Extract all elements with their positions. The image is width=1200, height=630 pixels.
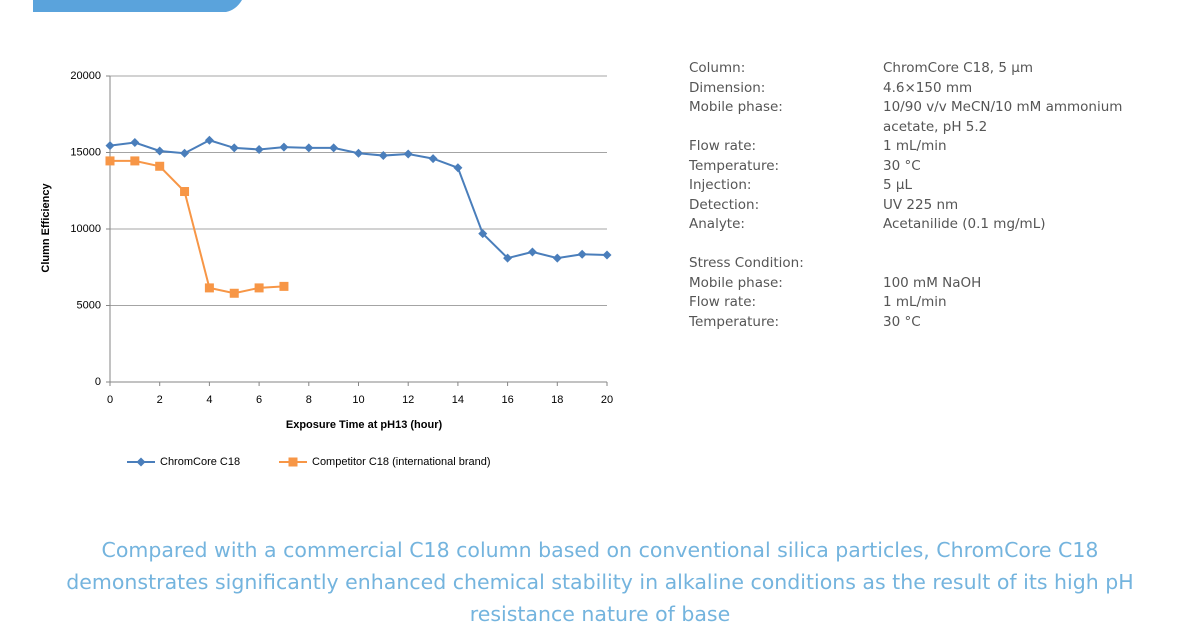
condition-label: Mobile phase: (689, 99, 783, 115)
series-line (109, 139, 608, 260)
stress-table: Mobile phase: 100 mM NaOH Flow rate: 1 mL/m… (689, 274, 1145, 333)
x-tick-label: 2 (157, 394, 163, 406)
condition-value: Acetanilide (0.1 mg/mL) (883, 216, 1046, 232)
conditions: Column: ChromCore C18, 5 µm Dimension: 4.6×… (689, 59, 1145, 332)
condition-label: Mobile phase: (689, 274, 783, 291)
marker (229, 288, 239, 298)
condition-label: Temperature: (689, 157, 780, 174)
y-tick-label: 5000 (77, 299, 101, 311)
y-tick-label: 10000 (70, 223, 101, 235)
page: {"chart_data": {"type": "line", "y_label… (33, 0, 1145, 626)
conditions-table: Column: ChromCore C18, 5 µm Dimension: 4.6×… (689, 59, 1145, 235)
marker (577, 249, 587, 259)
marker (180, 148, 190, 158)
condition-value: ChromCore C18, 5 µm (883, 60, 1033, 76)
y-tick-label: 15000 (70, 146, 101, 158)
marker (279, 142, 289, 152)
marker (105, 141, 115, 151)
marker (378, 151, 388, 161)
condition-value: 30 °C (883, 313, 921, 330)
marker (602, 250, 612, 260)
stress-title: Stress Condition: (689, 255, 804, 271)
condition-value: 30 °C (883, 157, 921, 174)
condition-value: 4.6×150 mm (883, 79, 973, 96)
condition-label: Flow rate: (689, 138, 757, 154)
marker (403, 149, 413, 159)
legend-marker (136, 457, 146, 467)
x-tick-label: 20 (601, 394, 613, 406)
x-axis-title: Exposure Time at pH13 (hour) (286, 419, 443, 431)
caption-box: Compared with a commercial C18 column ba… (0, 534, 1200, 630)
marker (130, 156, 140, 166)
x-tick-label: 12 (402, 394, 414, 406)
condition-value: UV 225 nm (883, 196, 959, 213)
marker (478, 229, 488, 239)
series-line (110, 159, 285, 295)
marker (155, 161, 165, 171)
x-tick-label: 18 (551, 394, 563, 406)
marker (105, 156, 115, 166)
section-tab (33, 0, 242, 12)
x-tick-label: 4 (206, 394, 212, 406)
marker (304, 143, 314, 153)
stress-block: Stress Condition: Mobile phase: 100 mM Na… (689, 254, 1145, 332)
caption: Compared with a commercial C18 column ba… (66, 538, 1134, 626)
marker (229, 143, 239, 153)
condition-value: 1 mL/min (883, 294, 947, 310)
condition-label: Injection: (689, 177, 752, 193)
marker (453, 163, 463, 173)
marker (428, 154, 438, 164)
marker (354, 148, 363, 158)
condition-value: 10/90 v/v MeCN/10 mM ammonium acetate, p… (883, 99, 1123, 135)
legend-marker (288, 457, 298, 467)
legend-label: Competitor C18 (international brand) (312, 456, 491, 468)
x-tick-label: 6 (256, 394, 262, 406)
condition-label: Column: (689, 60, 746, 76)
x-tick-label: 16 (501, 394, 513, 406)
condition-label: Flow rate: (689, 294, 757, 310)
condition-label: Detection: (689, 196, 760, 213)
y-axis-title: Clumn Efficiency (40, 183, 52, 273)
condition-label: Dimension: (689, 79, 766, 96)
marker (180, 187, 190, 197)
marker (204, 283, 214, 293)
marker (329, 143, 339, 153)
x-tick-label: 0 (107, 394, 113, 406)
marker (130, 138, 140, 148)
condition-label: Temperature: (689, 313, 780, 330)
condition-value: 1 mL/min (883, 138, 947, 154)
marker (552, 253, 562, 263)
y-tick-label: 0 (95, 376, 101, 388)
condition-label: Analyte: (689, 216, 745, 232)
y-tick-label: 20000 (70, 70, 101, 82)
chart: Clumn Efficiency Exposure Time at pH13 (… (33, 0, 613, 468)
x-tick-label: 8 (306, 394, 312, 406)
marker (503, 253, 513, 263)
marker (279, 281, 289, 291)
x-tick-label: 10 (352, 394, 364, 406)
marker (155, 146, 165, 156)
condition-value: 100 mM NaOH (883, 274, 982, 291)
x-tick-label: 14 (452, 394, 464, 406)
marker (204, 135, 214, 145)
condition-value: 5 µL (883, 177, 912, 193)
marker (254, 144, 264, 154)
legend-label: ChromCore C18 (160, 456, 240, 468)
marker (254, 283, 264, 293)
marker (527, 247, 537, 257)
